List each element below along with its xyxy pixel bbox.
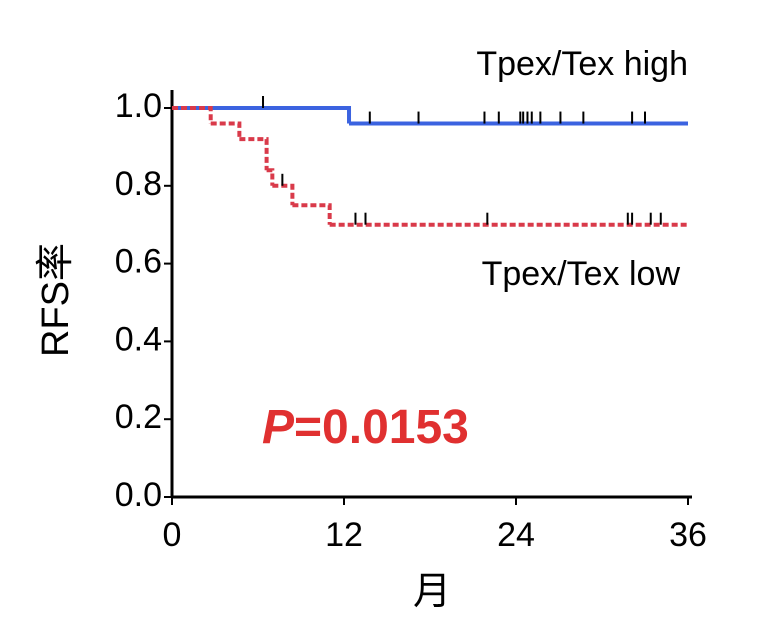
survival-step [272,183,295,206]
survival-step [210,121,242,140]
y-tick-label: 0.0 [115,476,162,514]
p-value: P=0.0153 [262,401,469,454]
p-text: =0.0153 [294,401,469,454]
survival-step [266,168,275,186]
y-tick-label: 1.0 [115,87,162,125]
x-tick-label: 24 [497,516,535,554]
y-tick-label: 0.8 [115,165,162,203]
survival-step [292,203,332,225]
x-tick-label: 0 [163,516,182,554]
y-tick-label: 0.2 [115,398,162,436]
x-tick-label: 36 [669,516,707,554]
y-tick-label: 0.6 [115,243,162,281]
legend-label: Tpex/Tex low [482,255,681,293]
legend-label: Tpex/Tex high [476,45,688,83]
survival-step [172,106,213,124]
y-axis-label: RFS率 [35,243,77,357]
survival-step [172,106,352,124]
x-axis-label: 月 [413,571,451,613]
x-tick-label: 12 [325,516,363,554]
p-symbol: P [262,401,295,454]
y-tick-label: 0.4 [115,320,162,358]
survival-step [239,137,269,171]
